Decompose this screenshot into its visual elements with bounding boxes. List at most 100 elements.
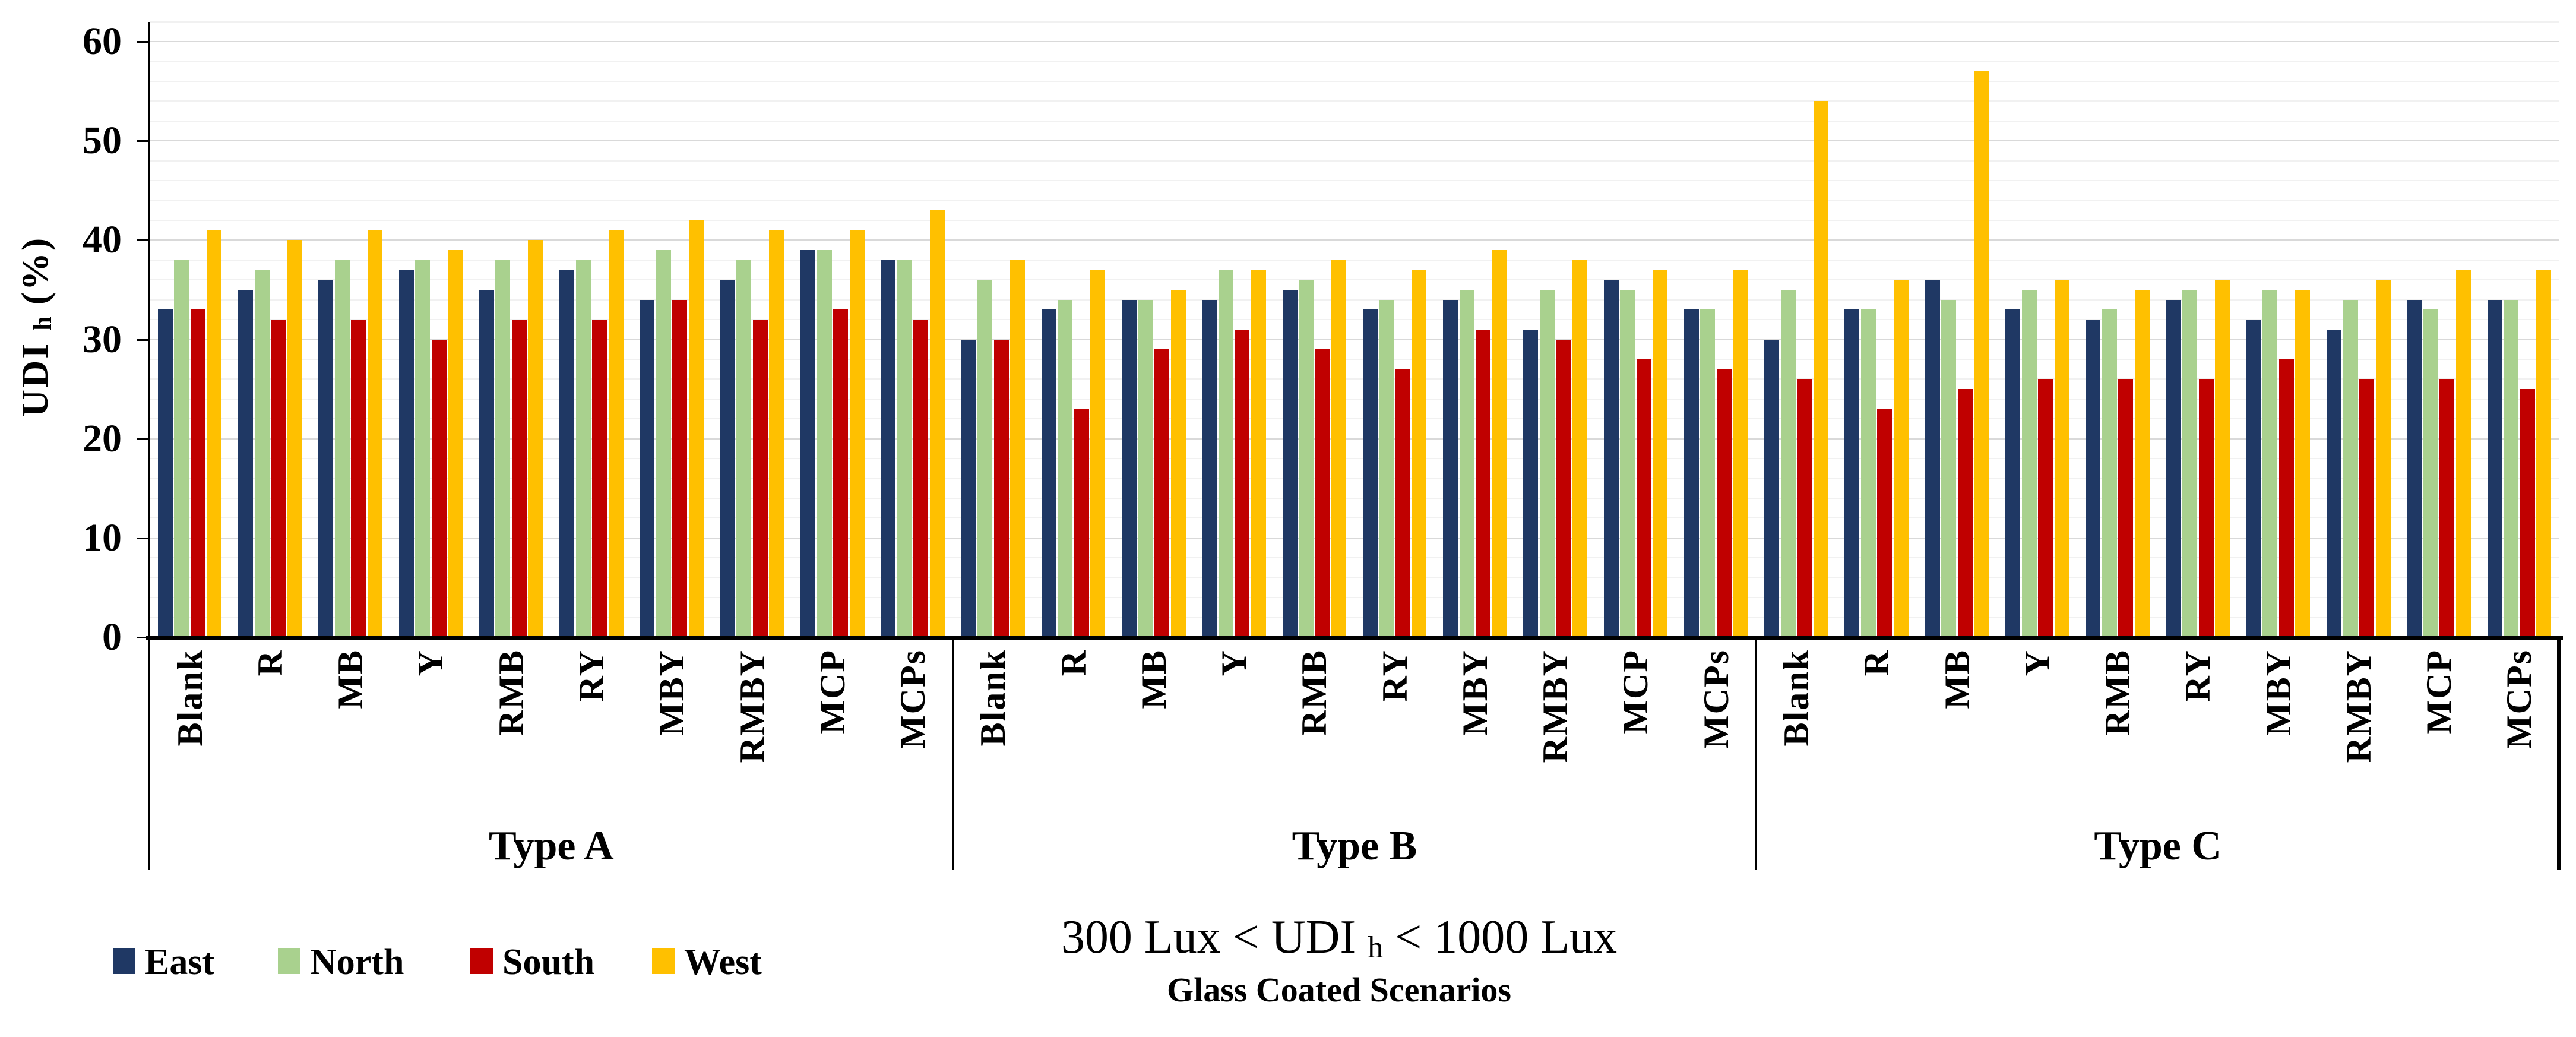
bar-east-mby [2246, 320, 2261, 637]
y-axis-line [148, 22, 150, 637]
legend-swatch-east [113, 948, 135, 974]
y-tick-label: 60 [83, 20, 122, 63]
bar-west-y [2054, 280, 2069, 637]
x-category-label: Blank [1776, 649, 1816, 747]
bar-north-mcp [817, 250, 832, 637]
x-category-label: MBY [2258, 649, 2298, 736]
bar-east-mb [1122, 299, 1137, 637]
bar-north-r [1860, 309, 1876, 637]
minor-gridline [150, 61, 2559, 62]
bar-north-blank [977, 280, 993, 637]
y-tick-mark [137, 537, 150, 539]
bar-north-mcp [1620, 289, 1635, 637]
x-category-label: MB [331, 649, 371, 709]
x-axis-line [146, 636, 2563, 640]
y-tick-mark [137, 41, 150, 43]
x-axis-title: Glass Coated Scenarios [1167, 970, 1511, 1009]
minor-gridline [150, 279, 2559, 281]
minor-gridline [150, 458, 2559, 460]
bar-south-mcps [913, 320, 929, 637]
bar-south-ry [2198, 379, 2214, 637]
bar-south-r [271, 320, 286, 637]
bar-south-r [1074, 409, 1089, 637]
bar-east-ry [2166, 299, 2181, 637]
legend-label-north: North [310, 942, 404, 982]
bar-south-mby [1476, 329, 1491, 637]
minor-gridline [150, 497, 2559, 499]
bar-north-rmb [495, 260, 511, 637]
major-gridline [150, 41, 2559, 42]
bar-east-rmby [2327, 329, 2342, 637]
bar-west-mcp [849, 230, 865, 637]
x-category-label: MBY [652, 649, 692, 736]
minor-gridline [150, 160, 2559, 162]
bar-north-rmby [736, 260, 752, 637]
bar-south-blank [190, 309, 205, 637]
y-tick-mark [137, 239, 150, 242]
legend-label-east: East [145, 942, 215, 982]
bar-north-mb [334, 260, 350, 637]
legend-label-south: South [502, 942, 595, 982]
bar-east-rmb [479, 289, 494, 637]
group-label-type-c: Type C [2094, 823, 2221, 869]
bar-east-mby [640, 299, 655, 637]
bar-east-mcp [2407, 299, 2422, 637]
bar-west-mb [367, 230, 382, 637]
bar-west-mby [2295, 289, 2311, 637]
chart-title-post: < 1000 Lux [1383, 911, 1618, 963]
bar-west-y [448, 250, 463, 637]
section-divider [951, 639, 954, 870]
x-category-label: MB [1134, 649, 1173, 709]
bar-south-blank [993, 339, 1009, 637]
bar-south-mb [1154, 349, 1170, 637]
minor-gridline [150, 577, 2559, 578]
y-tick-mark [137, 637, 150, 638]
label-box-right-border [2557, 639, 2561, 870]
bar-west-rmb [2134, 289, 2150, 637]
bar-north-blank [1780, 289, 1796, 637]
y-tick-label: 30 [83, 317, 122, 361]
bar-south-ry [1395, 369, 1410, 637]
bar-west-mcps [2536, 270, 2552, 637]
bar-south-rmby [2359, 379, 2375, 637]
bar-east-r [238, 289, 254, 637]
minor-gridline [150, 378, 2559, 380]
major-gridline [150, 239, 2559, 241]
bar-north-y [2021, 289, 2037, 637]
bar-north-ry [2182, 289, 2198, 637]
x-category-label: MCPs [893, 649, 933, 749]
bar-north-mby [656, 250, 671, 637]
bar-east-y [398, 270, 414, 637]
minor-gridline [150, 557, 2559, 559]
x-category-label: RMBY [2338, 649, 2378, 763]
minor-gridline [150, 120, 2559, 122]
minor-gridline [150, 358, 2559, 360]
bar-south-y [2038, 379, 2053, 637]
bar-south-rmb [511, 320, 527, 637]
x-category-label: Y [2017, 649, 2057, 676]
bar-north-blank [174, 260, 189, 637]
x-category-label: MCPs [1696, 649, 1736, 749]
legend-swatch-north [278, 948, 300, 974]
bar-south-blank [1797, 379, 1812, 637]
label-box-left-border [148, 639, 150, 870]
bar-west-r [1893, 280, 1909, 637]
major-gridline [150, 537, 2559, 539]
y-tick-label: 50 [83, 119, 122, 163]
x-category-label: R [1053, 649, 1093, 676]
x-category-label: RY [2178, 649, 2218, 702]
bar-north-y [1218, 270, 1233, 637]
bar-south-mcp [2439, 379, 2455, 637]
x-category-label: RMB [2098, 649, 2138, 736]
bar-south-rmby [1556, 339, 1571, 637]
minor-gridline [150, 478, 2559, 479]
minor-gridline [150, 80, 2559, 82]
minor-gridline [150, 100, 2559, 102]
bar-south-mcp [1636, 359, 1651, 637]
x-category-label: MCP [2419, 649, 2459, 734]
group-label-type-b: Type B [1292, 823, 1417, 869]
x-category-label: RMBY [1536, 649, 1575, 763]
bar-east-blank [961, 339, 976, 637]
bar-west-mb [1974, 71, 1989, 637]
y-axis-title-post: (%) [14, 236, 56, 317]
